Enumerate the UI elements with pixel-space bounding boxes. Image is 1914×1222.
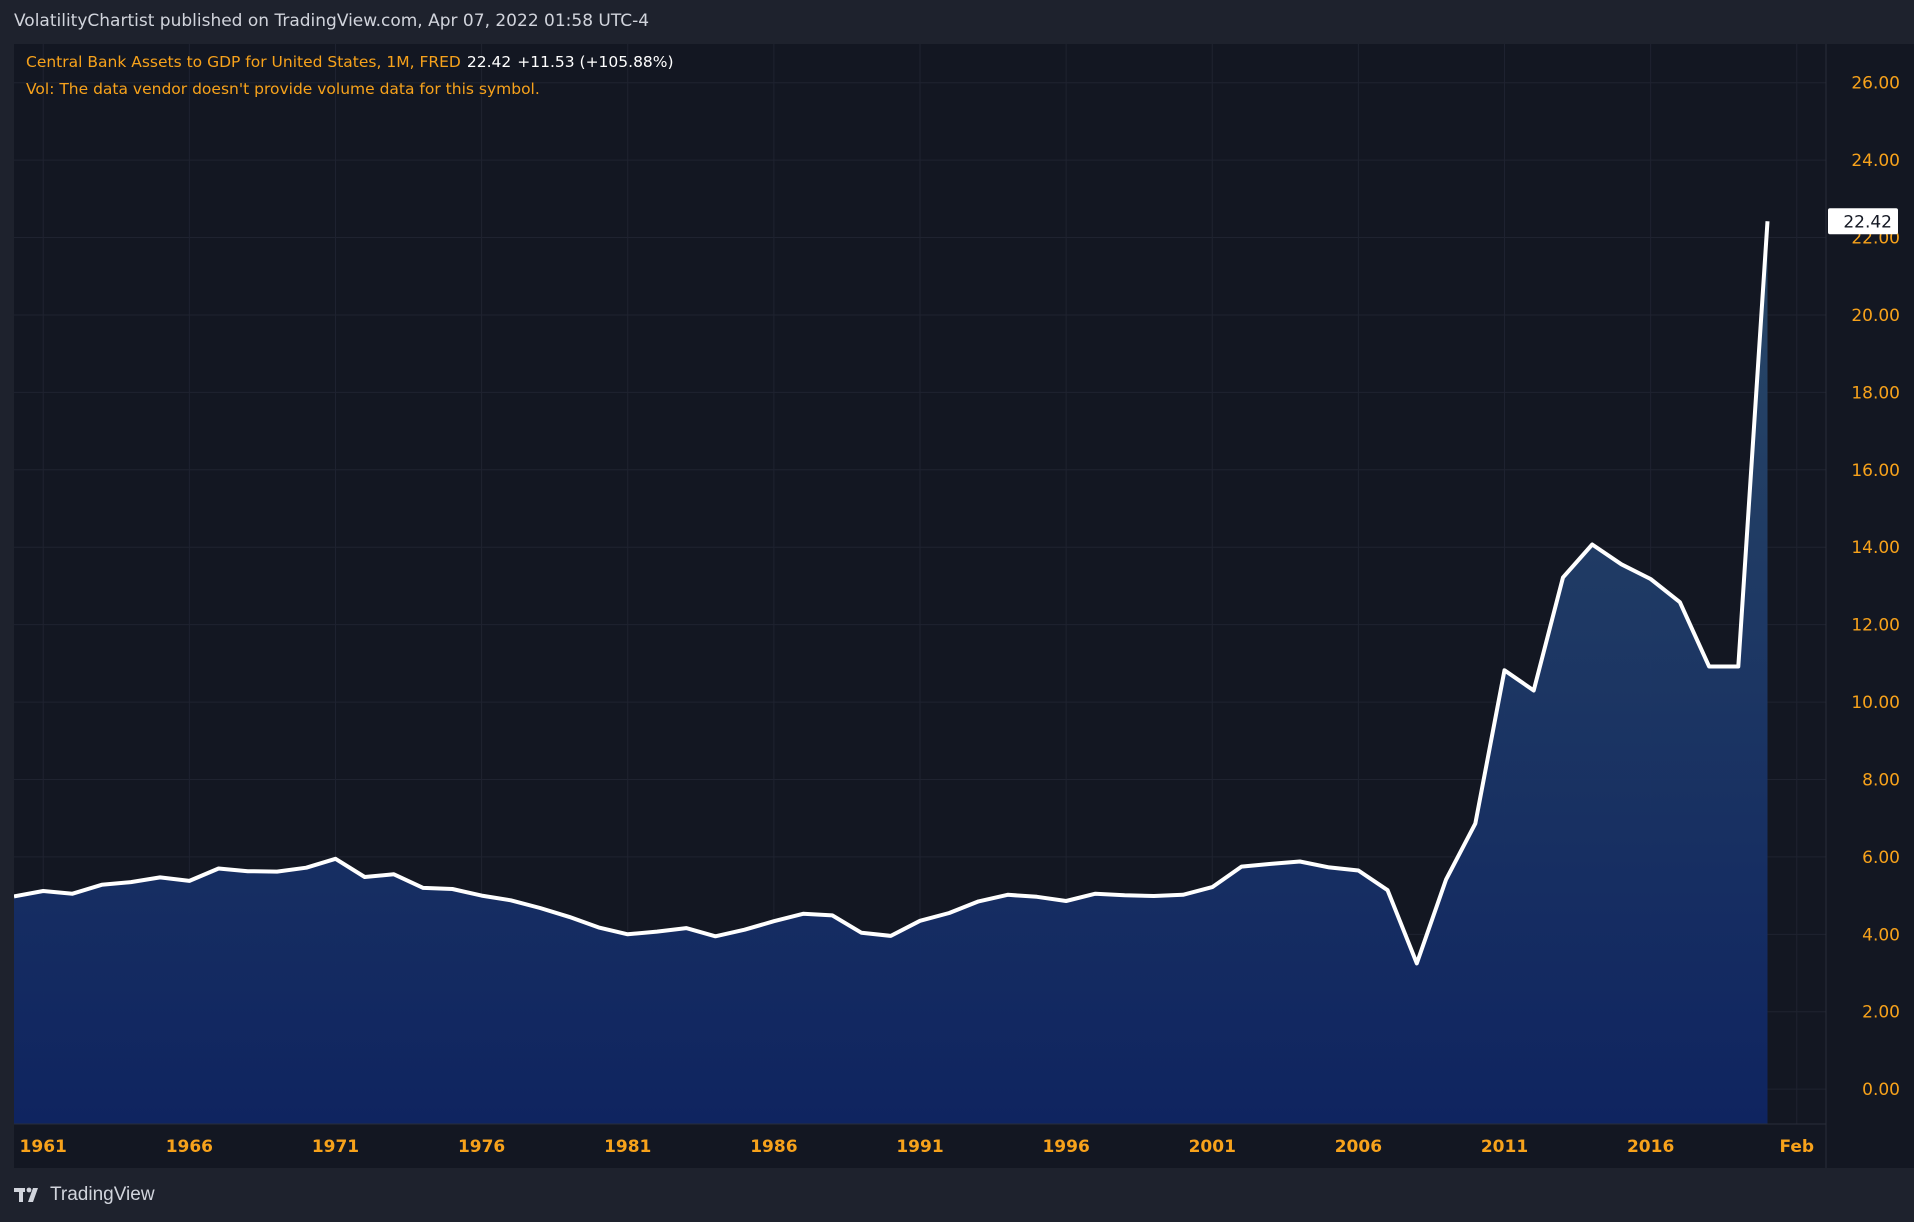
footer-bar [0,1168,1914,1222]
price-tick-label: 2.00 [1862,1003,1900,1023]
series-legend[interactable]: Central Bank Assets to GDP for United St… [26,53,674,71]
price-tick-label: 24.00 [1851,151,1900,171]
time-tick-label: 2011 [1481,1137,1528,1157]
tradingview-logo-text: TradingView [50,1184,155,1205]
price-tick-label: 20.00 [1851,306,1900,326]
price-tick-label: 18.00 [1851,383,1900,403]
series-last-value: 22.42 [466,53,512,71]
price-axis-ticks[interactable]: 0.00 2.00 4.00 6.00 8.00 10.00 12.00 14.00 16.00… [1851,74,1900,1100]
time-tick-label: 1986 [750,1137,797,1157]
price-tick-label: 16.00 [1851,461,1900,481]
price-tick-label: 6.00 [1862,848,1900,868]
last-value-marker: 22.42 [1828,208,1898,235]
published-info: VolatilityChartist published on TradingV… [14,11,650,31]
time-tick-label: 1981 [604,1137,651,1157]
time-tick-label: 1961 [20,1137,67,1157]
time-axis-background [14,1124,1826,1168]
time-tick-label: Feb [1779,1137,1814,1157]
top-bar: VolatilityChartist published on TradingV… [0,0,1914,44]
price-tick-label: 10.00 [1851,693,1900,713]
tradingview-logo-icon [14,1187,38,1202]
chart-area[interactable]: 0.00 2.00 4.00 6.00 8.00 10.00 12.00 14.00 16.00… [14,44,1914,1168]
time-tick-label: 1971 [312,1137,359,1157]
series-name: Central Bank Assets to GDP for United St… [26,53,461,71]
time-tick-label: 1991 [896,1137,943,1157]
series-change: +11.53 (+105.88%) [517,53,674,71]
volume-note: Vol: The data vendor doesn't provide vol… [26,80,540,98]
last-value-label: 22.42 [1843,212,1892,232]
price-tick-label: 8.00 [1862,770,1900,790]
area-fill [14,221,1768,1125]
time-tick-label: 2016 [1627,1137,1674,1157]
time-tick-label: 1966 [166,1137,213,1157]
time-tick-label: 2001 [1189,1137,1236,1157]
series-line [14,221,1770,966]
time-axis-ticks[interactable]: 1961 1966 1971 1976 1981 1986 1991 1996 2001 2006… [20,1137,1815,1157]
price-chart[interactable]: 0.00 2.00 4.00 6.00 8.00 10.00 12.00 14.00 16.00… [14,44,1914,1168]
price-tick-label: 26.00 [1851,74,1900,94]
price-tick-label: 12.00 [1851,616,1900,636]
tradingview-logo[interactable]: TradingView [14,1184,155,1206]
time-tick-label: 1976 [458,1137,505,1157]
last-value-box [1828,208,1898,235]
price-tick-label: 0.00 [1862,1080,1900,1100]
time-tick-label: 1996 [1042,1137,1089,1157]
price-tick-label: 4.00 [1862,925,1900,945]
price-tick-label: 14.00 [1851,538,1900,558]
time-tick-label: 2006 [1335,1137,1382,1157]
